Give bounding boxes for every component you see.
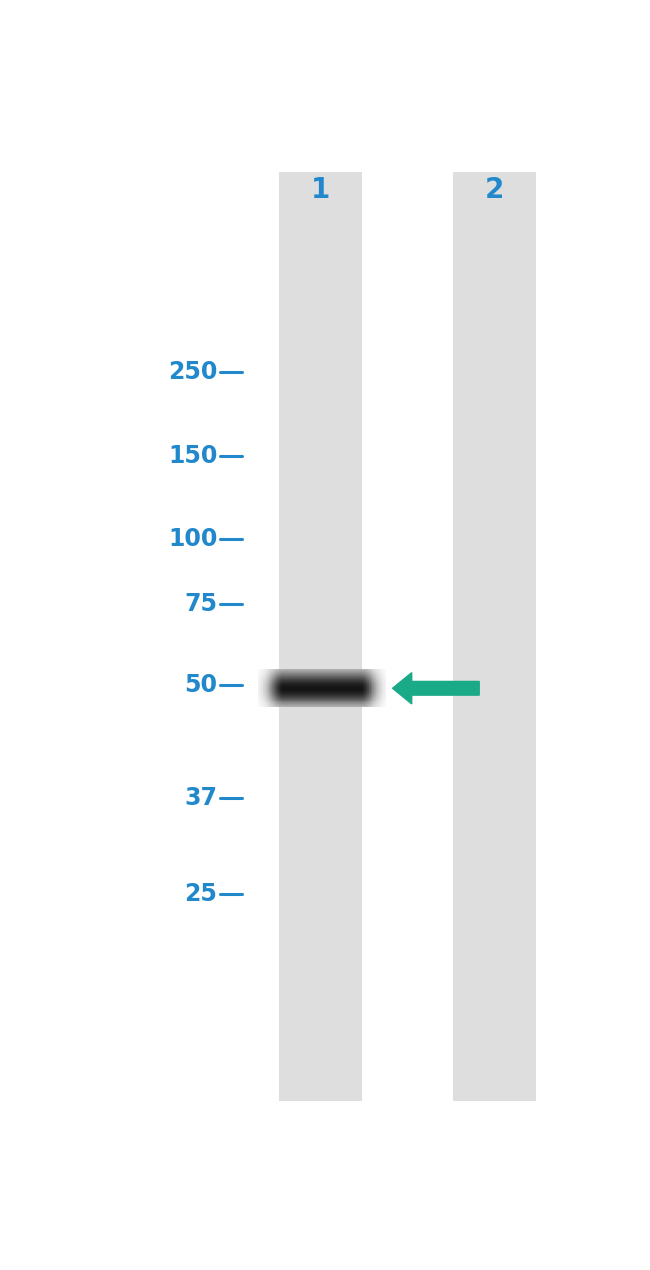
Bar	[279, 171, 362, 1101]
Text: 50: 50	[184, 673, 217, 697]
Text: 250: 250	[168, 361, 217, 385]
Text: 150: 150	[168, 443, 217, 467]
Text: 1: 1	[311, 175, 330, 203]
Text: 75: 75	[184, 592, 217, 616]
Text: 25: 25	[185, 881, 217, 906]
Text: 37: 37	[184, 786, 217, 810]
Text: 100: 100	[168, 527, 217, 551]
FancyArrow shape	[393, 673, 479, 704]
Text: 2: 2	[485, 175, 504, 203]
Bar	[453, 171, 536, 1101]
